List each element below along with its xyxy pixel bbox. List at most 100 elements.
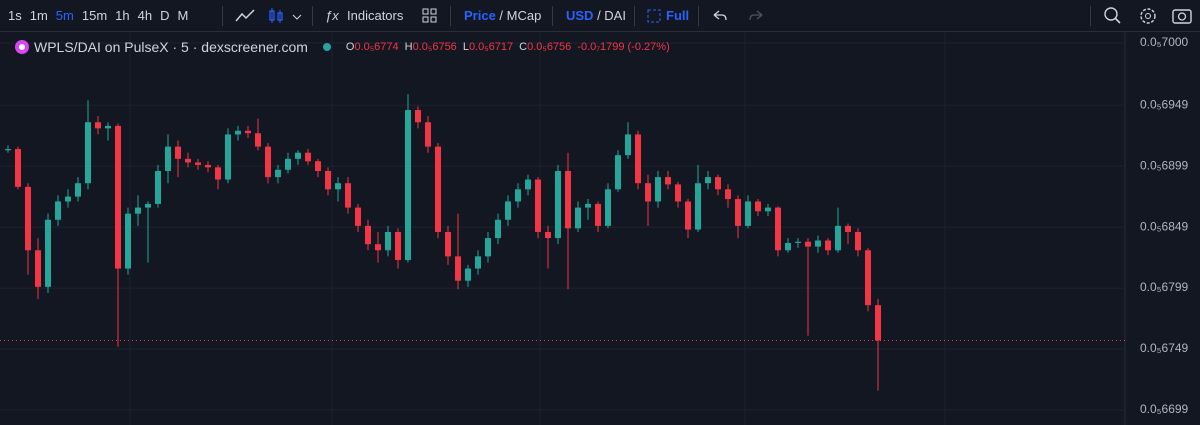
- candle-body: [705, 177, 711, 184]
- candle-body: [535, 179, 541, 232]
- candle-body: [155, 171, 161, 204]
- chart-header: WPLS/DAI on PulseX · 5 · dexscreener.com…: [14, 38, 670, 56]
- layout-icon[interactable]: [422, 8, 438, 24]
- candle-body: [55, 201, 61, 220]
- candle-body: [795, 241, 801, 243]
- ohlc-value: 0.0₅6717: [468, 41, 514, 53]
- candle-body: [875, 305, 881, 341]
- separator: [552, 6, 553, 26]
- candle-body: [715, 177, 721, 190]
- candle-body: [595, 203, 601, 226]
- dai: DAI: [604, 8, 626, 23]
- candle-body: [135, 207, 141, 214]
- separator: [450, 6, 451, 26]
- candle-body: [115, 125, 121, 269]
- candle-body: [385, 231, 391, 251]
- candle-body: [405, 110, 411, 261]
- usd-dai[interactable]: USD / DAI: [566, 8, 626, 23]
- candle-body: [675, 184, 681, 202]
- right-icons[interactable]: [1102, 5, 1197, 27]
- candle-body: [425, 122, 431, 147]
- candle-body: [45, 219, 51, 287]
- candle-body: [355, 207, 361, 226]
- candle-body: [345, 183, 351, 208]
- price-mcap[interactable]: Price / MCap: [464, 8, 542, 23]
- candle-body: [235, 130, 241, 135]
- candle-body: [5, 149, 11, 151]
- candle-body: [765, 207, 771, 212]
- candle-body: [525, 179, 531, 190]
- candle-body: [495, 219, 501, 239]
- candle-body: [575, 207, 581, 229]
- interval[interactable]: 1s: [8, 8, 22, 23]
- chart-bg: [0, 32, 1200, 425]
- interval[interactable]: 1h: [115, 8, 130, 23]
- mcap: MCap: [506, 8, 542, 23]
- indicators[interactable]: Indicators: [347, 8, 404, 23]
- candle-body: [755, 201, 761, 212]
- intervals: 1s 1m 5m 15m 1h 4h D M: [0, 8, 188, 23]
- interval[interactable]: M: [177, 8, 189, 23]
- candle-body: [75, 183, 81, 197]
- candle-body: [285, 158, 291, 170]
- candle-body: [315, 161, 321, 172]
- candle-body: [485, 238, 491, 257]
- candle-body: [665, 177, 671, 185]
- candle-body: [615, 155, 621, 190]
- candle-body: [105, 125, 111, 129]
- y-tick-label: 0.0₅6949: [1140, 97, 1189, 111]
- candle-body: [835, 225, 841, 251]
- candle-body: [725, 189, 731, 200]
- candle-body: [515, 189, 521, 202]
- candle-body: [655, 177, 661, 202]
- separator: [1090, 6, 1091, 26]
- ohlc-label: H: [404, 41, 413, 53]
- candle-body: [565, 171, 571, 229]
- interval[interactable]: D: [160, 8, 170, 23]
- candle-body: [735, 199, 741, 226]
- interval[interactable]: 5m: [55, 8, 74, 23]
- candle-body: [865, 250, 871, 306]
- full[interactable]: Full: [666, 8, 690, 23]
- y-tick-label: 0.0₅6899: [1140, 158, 1189, 172]
- candle-body: [15, 149, 21, 187]
- y-tick-label: 0.0₅6849: [1140, 219, 1189, 233]
- candle-body: [185, 158, 191, 163]
- candle-body: [65, 196, 71, 202]
- y-tick-label: 0.0₅7000: [1140, 35, 1189, 49]
- candle-body: [625, 134, 631, 156]
- candle-body: [435, 146, 441, 232]
- candle-body: [35, 250, 41, 287]
- candle-body: [335, 183, 341, 190]
- candle-body: [455, 256, 461, 281]
- candle-body: [505, 201, 511, 220]
- token-icon: [15, 40, 29, 54]
- candle-body: [815, 240, 821, 247]
- candle-body: [645, 183, 651, 202]
- y-tick-label: 0.0₅6699: [1140, 402, 1189, 416]
- ohlc-label: O: [345, 41, 355, 53]
- candle-body: [805, 241, 811, 247]
- full-icon: [647, 9, 661, 23]
- candle-body: [695, 183, 701, 230]
- candle-body: [475, 256, 481, 269]
- toolbar: 1s 1m 5m 15m 1h 4h D M ƒx Indicators Price / MC…: [0, 0, 1200, 32]
- candle-body: [845, 225, 851, 232]
- candle-body: [195, 162, 201, 165]
- candle-body: [775, 207, 781, 251]
- candle-body: [585, 203, 591, 208]
- status-dot: [322, 43, 331, 51]
- ohlc-label: C: [519, 41, 528, 53]
- ohlc-label: L: [462, 41, 469, 53]
- interval[interactable]: 15m: [81, 8, 108, 23]
- interval[interactable]: 4h: [137, 8, 153, 23]
- candle-body: [785, 242, 791, 251]
- candle-body: [215, 167, 221, 180]
- undo-redo[interactable]: [710, 7, 770, 25]
- candle-body: [855, 231, 861, 251]
- candle-body: [465, 268, 471, 281]
- candle-body: [25, 186, 31, 251]
- candle-body: [555, 171, 561, 239]
- interval[interactable]: 1m: [29, 8, 48, 23]
- change: -0.0₇1799 (-0.27%): [577, 41, 670, 53]
